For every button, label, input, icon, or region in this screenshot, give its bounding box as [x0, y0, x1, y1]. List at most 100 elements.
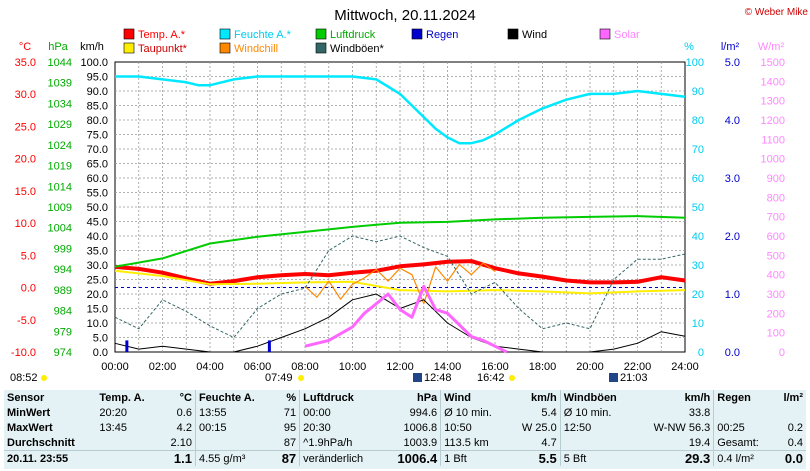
stats-cell: 33.8 — [634, 405, 715, 420]
series-line — [304, 262, 496, 305]
legend-label: Regen — [426, 29, 458, 41]
stats-row-label: Durchschnitt — [7, 436, 75, 449]
stats-cell: Ø 10 min. — [563, 406, 612, 419]
stats-cell: 19.4 — [634, 435, 715, 451]
stats-header-pressure: Luftdruck — [303, 391, 354, 404]
series-line — [114, 235, 686, 338]
x-tick-label: 20:00 — [576, 361, 604, 373]
temp-tick-label: 20.0 — [15, 154, 36, 166]
pressure-tick-label: 1034 — [48, 98, 72, 110]
x-tick-label: 12:00 — [386, 361, 414, 373]
event-markers: 08:52 07:49 12:48 16:42 21:03 — [10, 372, 648, 384]
stats-cell: 5.5 — [508, 450, 561, 466]
solar-tick-label: 1500 — [761, 57, 785, 69]
legend-swatch — [123, 42, 135, 54]
temp-tick-label: 25.0 — [15, 121, 36, 133]
wind-tick-label: 90.0 — [87, 86, 108, 98]
wind-tick-label: 100.0 — [80, 57, 108, 69]
stats-cell: 13:45 — [99, 421, 127, 434]
stats-header-temp: Temp. A. — [99, 391, 145, 404]
wind-tick-label: 85.0 — [87, 101, 108, 113]
wind-tick-label: 35.0 — [87, 246, 108, 258]
chart-grid — [114, 61, 686, 353]
pressure-tick-label: 1009 — [48, 202, 72, 214]
stats-header-rain-unit: l/m² — [783, 391, 803, 404]
stats-cell: 0.6 — [160, 405, 196, 420]
wind-tick-label: 80.0 — [87, 115, 108, 127]
solar-tick-label: 900 — [767, 173, 785, 185]
solar-tick-label: 1200 — [761, 115, 785, 127]
stats-cell: Gesamt: — [717, 436, 759, 449]
legend-swatch — [315, 28, 327, 40]
x-tick-label: 04:00 — [196, 361, 224, 373]
legend-label: Solar — [614, 29, 640, 41]
copyright-label: © Weber Mike — [745, 7, 809, 18]
stats-cell: 71 — [273, 405, 301, 420]
series-line — [114, 269, 686, 295]
pressure-tick-label: 1004 — [48, 223, 72, 235]
chart-axes: 35.0 30.0 25.0 20.0 15.0 10.0 5.0 0.0 -5.0 -10.0 1… — [11, 41, 785, 373]
wind-tick-label: 30.0 — [87, 260, 108, 272]
temp-tick-label: 10.0 — [15, 218, 36, 230]
wind-tick-label: 95.0 — [87, 72, 108, 84]
pressure-tick-label: 989 — [54, 285, 72, 297]
legend-swatch — [219, 42, 231, 54]
wind-tick-label: 60.0 — [87, 173, 108, 185]
stats-header-temp-unit: °C — [160, 390, 196, 405]
stats-cell: 5 Bft — [560, 450, 635, 466]
wind-tick-label: 75.0 — [87, 130, 108, 142]
wind-tick-label: 55.0 — [87, 188, 108, 200]
stats-cell: 113.5 km — [444, 436, 489, 449]
rain-tick-label: 3.0 — [725, 173, 740, 185]
solar-tick-label: 600 — [767, 231, 785, 243]
rain-tick-label: 2.0 — [725, 231, 740, 243]
stats-cell: W 25.0 — [508, 420, 561, 435]
dawn-time-label: 08:52 — [10, 372, 38, 384]
stats-cell: 1003.9 — [382, 435, 442, 451]
legend-label: Wind — [522, 29, 547, 41]
legend-label: Taupunkt* — [138, 43, 188, 55]
sunset-time-label: 16:42 — [477, 372, 505, 384]
solar-tick-label: 1100 — [761, 134, 785, 146]
moonrise-icon — [413, 373, 422, 382]
solar-tick-label: 100 — [767, 328, 785, 340]
humidity-tick-label: 70 — [692, 144, 704, 156]
statistics-panel: Sensor Temp. A. °C Feuchte A. % Luftdruc… — [4, 390, 806, 469]
series-line — [115, 75, 686, 145]
sunrise-icon — [298, 375, 304, 381]
stats-cell — [560, 435, 635, 451]
stats-cell: 87 — [273, 435, 301, 451]
stats-cell — [96, 450, 161, 466]
stats-cell: 0.4 l/m² — [713, 450, 774, 466]
x-tick-label: 14:00 — [434, 361, 462, 373]
solar-unit-label: W/m² — [758, 41, 785, 53]
stats-cell: 95 — [273, 420, 301, 435]
pressure-tick-label: 1044 — [48, 57, 72, 69]
legend-label: Luftdruck — [330, 29, 376, 41]
moonset-icon — [609, 373, 618, 382]
stats-cell: 00:15 — [198, 421, 227, 434]
wind-tick-label: 50.0 — [87, 202, 108, 214]
stats-row-label: MinWert — [7, 406, 51, 419]
solar-tick-label: 500 — [767, 250, 785, 262]
pressure-tick-label: 974 — [54, 347, 72, 359]
rain-bar — [267, 340, 271, 352]
x-tick-label: 02:00 — [149, 361, 177, 373]
temp-tick-label: 30.0 — [15, 89, 36, 101]
legend-label: Windböen* — [330, 43, 385, 55]
moonset-time-label: 21:03 — [620, 372, 648, 384]
humidity-tick-label: 10 — [692, 318, 704, 330]
chart-series — [114, 75, 686, 354]
legend-swatch — [507, 28, 519, 40]
stats-header-gust: Windböen — [563, 391, 617, 404]
stats-cell — [195, 435, 273, 451]
legend-swatch — [599, 28, 611, 40]
legend-label: Feuchte A.* — [234, 29, 292, 41]
temp-tick-label: 0.0 — [21, 283, 36, 295]
x-tick-label: 22:00 — [624, 361, 652, 373]
pressure-tick-label: 1039 — [48, 78, 72, 90]
chart-legend: Temp. A.* Feuchte A.* Luftdruck Regen Wind So… — [123, 28, 640, 55]
stats-cell: 4.2 — [160, 420, 196, 435]
x-tick-label: 16:00 — [481, 361, 509, 373]
humidity-tick-label: 60 — [692, 173, 704, 185]
